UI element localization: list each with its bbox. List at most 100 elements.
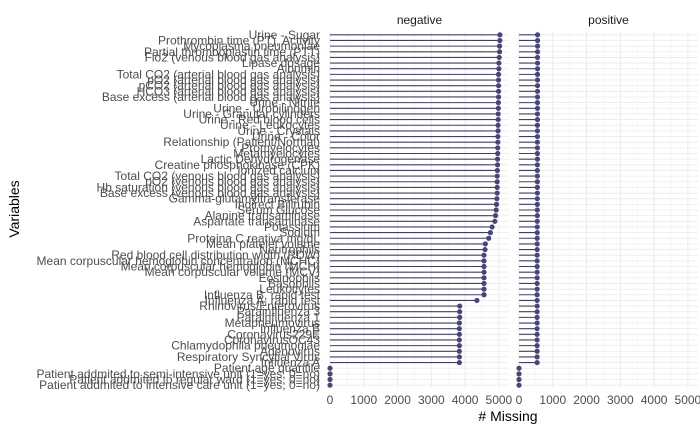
y-tick-label: Mean corpuscular hemoglobin (MCH) (121, 260, 320, 274)
lollipop-point-positive (534, 66, 541, 72)
lollipop-point-positive (534, 145, 541, 151)
lollipop-point-negative (482, 241, 488, 247)
lollipop-point-negative (497, 32, 503, 38)
y-tick-label: pCO2 (arterial blood gas analysis) (139, 79, 320, 93)
lollipop-point-negative (456, 326, 462, 332)
y-tick-label: Prothrombin time (PT), Activity (158, 33, 320, 47)
y-tick-label: Patient addmited to regular ward (1=yes,… (69, 373, 320, 387)
y-tick-label: Coronavirus229E (227, 327, 320, 341)
lollipop-point-negative (481, 269, 487, 275)
lollipop-point-positive (534, 213, 540, 219)
lollipop-point-positive (534, 297, 540, 304)
lollipop-point-positive (534, 201, 540, 207)
lollipop-point-negative (495, 71, 502, 77)
lollipop-point-negative (456, 343, 462, 349)
lollipop-point-negative (456, 320, 462, 326)
lollipop-point-negative (495, 122, 501, 128)
y-tick-label: Gamma-glutamyltransferase (169, 192, 321, 206)
lollipop-point-positive (534, 252, 540, 258)
y-tick-label: Basophils (268, 276, 320, 290)
lollipop-point-positive (534, 128, 541, 134)
lollipop-point-negative (492, 213, 499, 219)
lollipop-point-positive (534, 60, 541, 66)
lollipop-point-positive (534, 303, 540, 309)
lollipop-point-negative (494, 156, 501, 162)
lollipop-point-negative (496, 49, 503, 55)
y-tick-label: Indirect Bilirubin (235, 197, 320, 211)
lollipop-point-negative (494, 167, 500, 174)
y-tick-label: Rhinovirus/Enterovirus (199, 299, 320, 313)
y-tick-label: Urine - Red blood cells (199, 113, 320, 127)
lollipop-point-negative (482, 246, 488, 253)
y-tick-label: Mean corpuscular volume (MCV) (145, 265, 320, 279)
lollipop-point-positive (534, 354, 540, 360)
y-tick-label: Base excess (arterial blood gas analysis… (102, 90, 320, 104)
lollipop-point-negative (481, 258, 487, 264)
x-tick-label: 4000 (452, 393, 479, 407)
lollipop-point-negative (494, 190, 500, 196)
y-tick-label: Parainfluenza 3 (237, 305, 321, 319)
x-tick-label: 3000 (607, 393, 634, 407)
lollipop-point-negative (457, 314, 463, 320)
lollipop-point-negative (496, 60, 502, 66)
lollipop-point-negative (486, 235, 492, 241)
lollipop-point-negative (497, 37, 503, 44)
y-tick-label: Fio2 (venous blood gas analysis) (145, 50, 320, 64)
lollipop-point-negative (327, 365, 333, 371)
y-tick-label: pO2 (arterial blood gas analysis) (147, 73, 320, 87)
y-tick-label: Urine - Color (252, 130, 320, 144)
y-tick-label: Eosinophils (259, 271, 320, 285)
y-tick-label: Ionized calcium (237, 163, 320, 177)
lollipop-point-positive (534, 184, 540, 190)
lollipop-point-positive (534, 269, 540, 275)
x-tick-label: 0 (516, 393, 523, 407)
lollipop-point-positive (534, 218, 540, 224)
y-tick-label: Urine - Leukocytes (220, 118, 320, 132)
lollipop-point-negative (496, 66, 502, 72)
lollipop-point-positive (534, 190, 540, 196)
lollipop-point-positive (516, 365, 522, 371)
y-tick-label: Metamyelocytes (233, 146, 320, 160)
lollipop-point-negative (494, 173, 500, 179)
lollipop-point-positive (534, 309, 540, 315)
lollipop-point-positive (534, 326, 540, 332)
lollipop-point-positive (534, 49, 541, 55)
lollipop-point-positive (534, 162, 540, 168)
lollipop-point-negative (495, 150, 501, 157)
lollipop-point-negative (493, 201, 500, 207)
y-tick-label: Proteina C reativa mg/dL (187, 231, 320, 245)
lollipop-point-negative (456, 348, 462, 354)
lollipop-point-positive (534, 77, 541, 83)
y-tick-label: Alanine transaminase (205, 209, 321, 223)
y-tick-label: Albumin (277, 62, 320, 76)
y-tick-label: Respiratory Syncytial Virus (177, 350, 320, 364)
x-tick-label: 2000 (573, 393, 600, 407)
lollipop-point-positive (534, 343, 540, 349)
lollipop-point-positive (534, 179, 540, 185)
y-tick-label: Red blood cell distribution width (RDW) (111, 248, 320, 262)
x-tick-label: 3000 (418, 393, 445, 407)
lollipop-point-positive (534, 139, 541, 145)
y-tick-label: Influenza A (261, 356, 320, 370)
y-tick-label: Lactic Dehydrogenase (201, 152, 321, 166)
y-tick-label: Urine - Crystals (237, 124, 320, 138)
y-tick-label: Influenza B (260, 322, 320, 336)
lollipop-point-negative (489, 224, 495, 230)
y-tick-label: Urine - Sugar (249, 28, 320, 42)
lollipop-point-negative (327, 382, 333, 388)
lollipop-point-negative (474, 297, 480, 304)
lollipop-point-positive (534, 100, 541, 106)
lollipop-point-negative (495, 105, 501, 111)
lollipop-point-negative (494, 196, 500, 202)
y-tick-label: Hb saturation (venous blood gas analysis… (97, 180, 320, 194)
lollipop-point-negative (327, 371, 333, 377)
y-tick-label: HCO3 (arterial blood gas analysis) (137, 84, 320, 98)
y-tick-label: Urine - Nitrite (249, 96, 320, 110)
lollipop-point-negative (495, 139, 501, 145)
lollipop-point-negative (456, 354, 462, 360)
lollipop-point-negative (496, 54, 502, 61)
y-tick-label: Promyelocytes (241, 141, 320, 155)
lollipop-point-negative (481, 286, 487, 292)
lollipop-point-positive (534, 105, 541, 111)
